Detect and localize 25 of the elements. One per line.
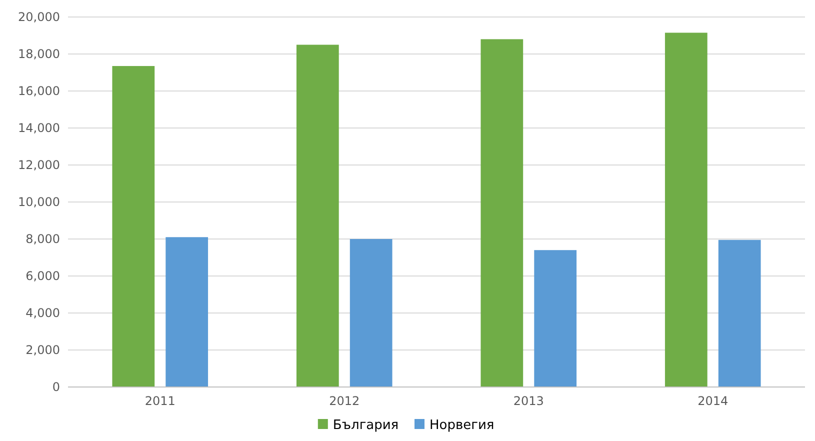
bar	[664, 32, 708, 387]
bar	[112, 66, 155, 387]
bar	[534, 250, 577, 387]
legend-label: България	[332, 418, 399, 433]
bar	[296, 44, 339, 387]
legend-label: Норвегия	[430, 418, 494, 433]
y-tick-label: 18,000	[18, 47, 60, 62]
x-tick-label: 2013	[513, 394, 544, 408]
bar	[718, 240, 761, 387]
y-tick-label: 20,000	[18, 10, 60, 24]
bar	[166, 237, 208, 387]
y-tick-label: 8,000	[26, 232, 60, 246]
y-tick-label: 16,000	[18, 84, 60, 98]
y-tick-label: 4,000	[26, 306, 60, 320]
y-tick-label: 6,000	[26, 269, 60, 284]
x-tick-label: 2012	[329, 394, 360, 408]
x-tick-label: 2014	[698, 394, 728, 408]
bar	[480, 39, 524, 387]
y-tick-label: 12,000	[18, 158, 60, 172]
x-tick-label: 2011	[144, 394, 176, 408]
y-tick-label: 0	[52, 380, 60, 394]
y-tick-label: 14,000	[18, 121, 60, 136]
bar	[350, 239, 392, 387]
y-tick-label: 10,000	[18, 195, 60, 210]
y-tick-label: 2,000	[26, 343, 60, 358]
